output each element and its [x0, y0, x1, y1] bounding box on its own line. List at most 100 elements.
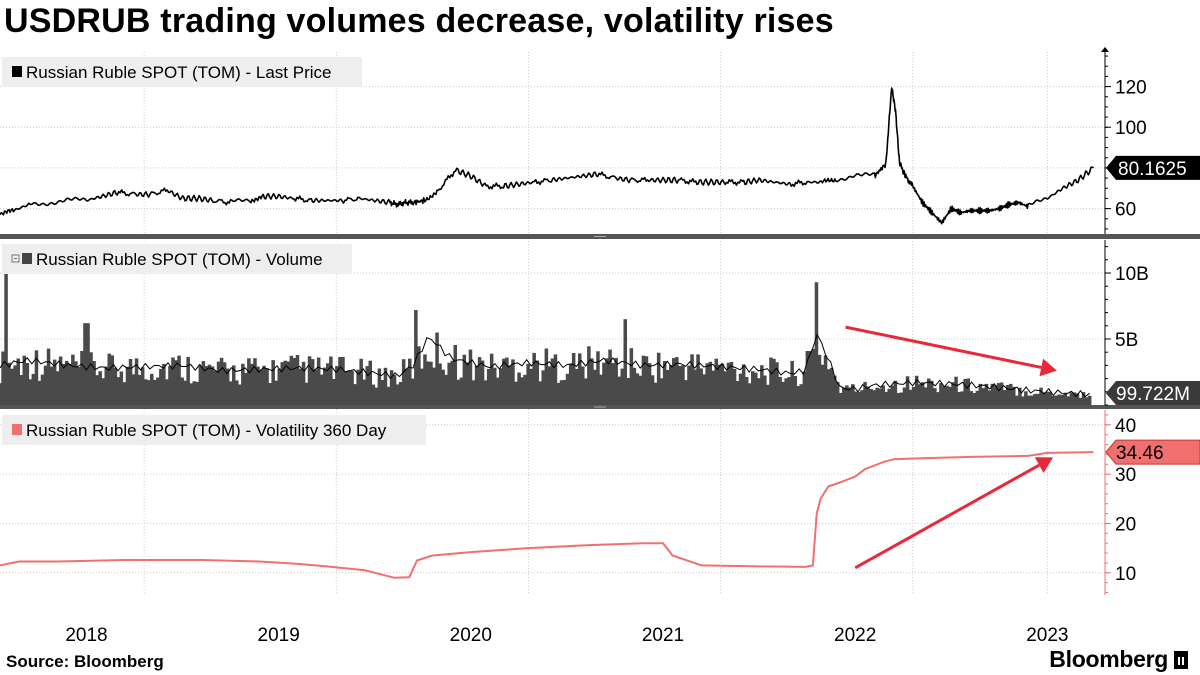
x-tick-label-2020: 2020 — [450, 625, 492, 646]
volume-bar — [92, 361, 96, 405]
volume-bar — [839, 392, 843, 405]
volume-bar — [0, 383, 2, 405]
volume-bar — [383, 367, 388, 405]
volume-bar — [438, 363, 442, 405]
volume-bar — [313, 369, 318, 405]
volume-bar — [156, 377, 160, 405]
volume-bar — [1018, 387, 1022, 405]
volume-bar — [486, 369, 491, 405]
volume-bar — [629, 348, 634, 405]
volume-bar — [183, 380, 187, 405]
volume-bar — [653, 382, 658, 405]
volume-bar — [62, 364, 66, 405]
volume-legend: Russian Ruble SPOT (TOM) - Volume — [2, 244, 352, 274]
price-series-line — [0, 87, 1094, 225]
volume-bar — [890, 385, 895, 405]
volume-bar — [808, 351, 813, 405]
volume-bar — [511, 359, 515, 405]
y-tick-label-0-3: 120 — [1115, 78, 1147, 99]
volume-bar — [65, 360, 69, 405]
volume-bar — [198, 365, 203, 405]
volume-bar — [532, 352, 536, 405]
volume-bar — [180, 377, 184, 405]
volume-bar — [978, 383, 983, 405]
volume-bar — [253, 358, 257, 405]
volume-bar — [480, 360, 485, 405]
y-tick-label-0-0: 60 — [1115, 200, 1136, 221]
volume-bar — [924, 387, 928, 405]
volume-bar — [899, 392, 904, 405]
volume-bar — [395, 384, 400, 405]
volume-bar — [723, 371, 728, 405]
volume-bar — [332, 379, 336, 405]
trend-arrow-head-0 — [1039, 358, 1057, 377]
volume-bar — [104, 366, 109, 405]
volume-bar — [216, 361, 221, 405]
volume-bar — [635, 373, 640, 405]
volume-bar — [1015, 395, 1019, 405]
volume-bar — [496, 377, 500, 405]
volume-bar — [171, 357, 175, 405]
volume-bar — [147, 380, 151, 405]
volume-bar — [411, 378, 415, 405]
volume-bar — [590, 358, 594, 405]
volume-bar — [602, 362, 606, 405]
volume-bar — [204, 366, 209, 405]
volume-bar — [1081, 392, 1086, 405]
volume-bar — [137, 374, 142, 405]
volume-bar — [805, 351, 810, 405]
volume-bar — [751, 371, 755, 405]
volume-bar — [708, 361, 713, 405]
volume-bar — [744, 377, 749, 405]
volume-bar — [638, 375, 643, 405]
volume-bar — [241, 363, 245, 405]
legend-expand-icon — [11, 254, 20, 263]
volume-bar — [22, 355, 27, 405]
volume-bar — [19, 375, 24, 405]
x-tick-label-2023: 2023 — [1026, 625, 1068, 646]
volume-bar — [917, 384, 922, 405]
volume-bar — [408, 358, 412, 405]
volume-bar — [405, 368, 409, 405]
volume-bar — [990, 383, 995, 405]
volume-bar — [489, 353, 494, 405]
volume-bar — [432, 367, 436, 405]
volume-bar — [520, 377, 524, 405]
volume-bar — [738, 373, 743, 405]
x-tick-label-2021: 2021 — [642, 625, 684, 646]
volume-bar — [247, 358, 251, 405]
volume-bar — [984, 383, 989, 405]
volume-bar — [222, 362, 227, 405]
volume-bar — [4, 273, 8, 405]
volume-bar — [942, 386, 946, 405]
volume-bar — [584, 378, 588, 405]
volume-bar — [659, 378, 664, 405]
volume-bar — [122, 382, 127, 405]
volume-bar — [644, 356, 649, 405]
volume-bar — [690, 354, 694, 405]
volume-bar — [820, 364, 825, 405]
volume-bar — [681, 365, 685, 405]
volume-bar — [766, 384, 770, 405]
volume-bar — [1005, 385, 1010, 405]
volume-bar — [556, 382, 561, 405]
volume-bar — [972, 393, 977, 405]
volume-bar — [632, 367, 637, 405]
volume-bar — [444, 374, 448, 405]
volume-bar — [614, 357, 618, 405]
volume-bar — [811, 348, 816, 405]
volume-bar — [1087, 395, 1092, 405]
volume-bar — [52, 359, 57, 405]
volume-bar — [232, 365, 236, 405]
volume-bar — [502, 358, 506, 405]
volume-bar — [705, 363, 709, 405]
volume-bar — [920, 382, 925, 405]
volume-bar — [726, 362, 731, 405]
volume-bar — [43, 365, 48, 405]
volume-bar — [1021, 396, 1025, 405]
volume-bar — [568, 364, 573, 405]
volume-bars — [0, 273, 1092, 405]
volume-bar — [235, 380, 239, 405]
volume-bar — [128, 359, 133, 405]
